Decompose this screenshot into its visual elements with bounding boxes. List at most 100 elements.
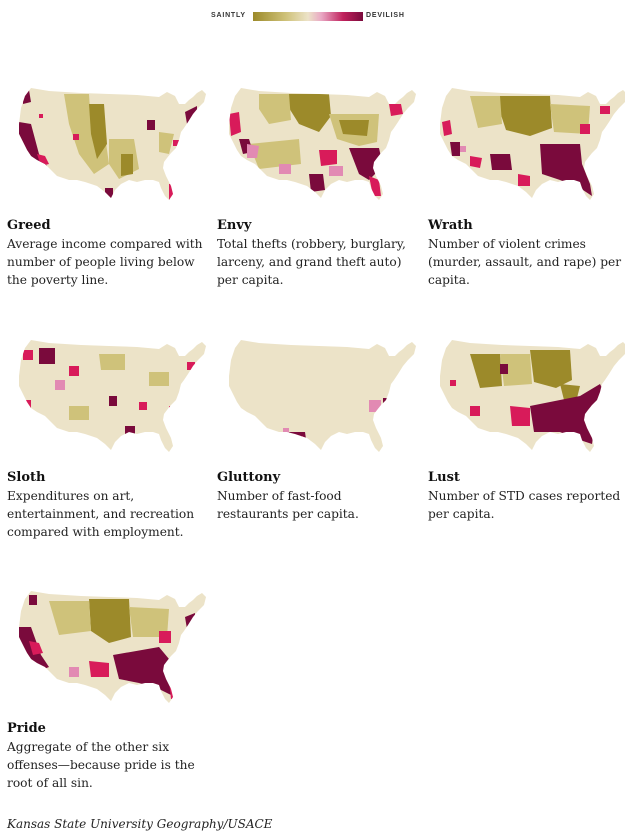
- wrath-region-5: [470, 156, 482, 168]
- sloth-region-2: [55, 380, 65, 390]
- lust-region-1: [530, 350, 572, 388]
- lust-region-2: [500, 354, 532, 386]
- desc-line: offenses—because pride is the: [7, 758, 195, 772]
- legend: SAINTLY DEVILISH: [0, 10, 625, 24]
- desc-line: Number of fast-food: [217, 489, 342, 503]
- desc-line: Number of STD cases reported: [428, 489, 621, 503]
- pride-region-6: [89, 661, 109, 677]
- sloth-region-3: [69, 366, 79, 376]
- lust-region-6: [500, 364, 508, 374]
- wrath-region-0: [500, 96, 552, 136]
- map-panel-pride: Pride Aggregate of the other six offense…: [7, 581, 212, 790]
- map-panel-sloth: Sloth Expenditures on art, entertainment…: [7, 330, 212, 539]
- greed-region-8: [39, 114, 43, 118]
- desc-line: compared with employment.: [7, 525, 184, 539]
- wrath-region-2: [470, 96, 502, 128]
- sloth-region-4: [23, 400, 31, 408]
- sloth-region-6: [139, 402, 147, 410]
- desc-line: root of all sin.: [7, 776, 93, 790]
- desc-line: Expenditures on art,: [7, 489, 135, 503]
- map-title-sloth: Sloth: [7, 470, 46, 485]
- map-title-lust: Lust: [428, 470, 460, 485]
- pride-region-4: [29, 641, 43, 655]
- desc-line: Average income compared with: [7, 237, 203, 251]
- gluttony-region-4: [283, 428, 289, 434]
- envy-region-4: [249, 139, 301, 169]
- wrath-region-4: [490, 154, 512, 170]
- sloth-region-9: [187, 362, 195, 370]
- sloth-region-5: [109, 396, 117, 406]
- lust-region-0: [470, 354, 502, 388]
- legend-high-label: DEVILISH: [366, 12, 405, 19]
- lust-region-8: [450, 380, 456, 386]
- sloth-region-12: [69, 406, 89, 420]
- envy-region-14: [329, 166, 343, 176]
- wrath-region-8: [518, 174, 530, 186]
- sloth-region-8: [169, 406, 175, 416]
- envy-map-group: [229, 88, 416, 200]
- gluttony-us-outline: [229, 340, 416, 452]
- wrath-region-9: [580, 124, 590, 134]
- greed-region-9: [147, 120, 155, 130]
- map-description-greed: Average income compared with number of p…: [7, 235, 212, 289]
- pride-region-1: [49, 601, 91, 635]
- desc-line: number of people living below: [7, 255, 195, 269]
- lust-map-group: [440, 340, 625, 452]
- pride-region-0: [89, 599, 131, 643]
- lust-region-7: [470, 406, 480, 416]
- desc-line: per capita.: [217, 273, 284, 287]
- greed-region-1: [89, 104, 107, 159]
- pride-us-map: [19, 591, 206, 703]
- pride-region-10: [29, 595, 37, 605]
- map-panel-gluttony: Gluttony Number of fast-food restaurants…: [217, 330, 422, 521]
- envy-region-3: [339, 120, 369, 136]
- desc-line: Aggregate of the other six: [7, 740, 170, 754]
- source-credit: Kansas State University Geography/USACE: [7, 817, 273, 831]
- desc-line: entertainment, and recreation: [7, 507, 195, 521]
- envy-us-map: [229, 88, 416, 200]
- desc-line: restaurants per capita.: [217, 507, 359, 521]
- pride-region-7: [159, 631, 171, 643]
- pride-region-2: [129, 607, 169, 637]
- envy-region-8: [349, 148, 383, 180]
- map-description-wrath: Number of violent crimes (murder, assaul…: [428, 235, 625, 289]
- greed-us-map: [19, 88, 206, 200]
- greed-map-group: [19, 88, 206, 200]
- desc-line: the poverty line.: [7, 273, 109, 287]
- wrath-region-10: [460, 146, 466, 152]
- lust-us-map: [440, 340, 625, 452]
- gluttony-region-0: [289, 432, 307, 448]
- envy-region-0: [289, 94, 331, 132]
- desc-line: Number of violent crimes: [428, 237, 586, 251]
- greed-region-4: [159, 132, 174, 154]
- wrath-region-11: [600, 106, 610, 114]
- sloth-region-10: [99, 354, 125, 370]
- map-title-gluttony: Gluttony: [217, 470, 281, 485]
- desc-line: capita.: [428, 273, 470, 287]
- envy-region-9: [319, 150, 337, 166]
- gluttony-region-3: [383, 398, 391, 410]
- gluttony-us-map: [229, 340, 416, 452]
- gluttony-region-1: [293, 436, 303, 444]
- envy-region-1: [259, 94, 291, 124]
- map-description-envy: Total thefts (robbery, burglary, larceny…: [217, 235, 422, 289]
- lust-region-5: [510, 406, 530, 426]
- envy-region-7: [247, 144, 259, 158]
- greed-region-12: [105, 188, 113, 198]
- map-title-wrath: Wrath: [428, 218, 473, 233]
- map-panel-wrath: Wrath Number of violent crimes (murder, …: [428, 78, 625, 287]
- gluttony-map-group: [229, 340, 416, 452]
- wrath-region-7: [450, 142, 460, 156]
- envy-region-12: [279, 164, 291, 174]
- sloth-map-group: [19, 340, 206, 452]
- map-title-greed: Greed: [7, 218, 51, 233]
- envy-region-5: [229, 112, 241, 136]
- map-panel-envy: Envy Total thefts (robbery, burglary, la…: [217, 78, 422, 287]
- map-description-lust: Number of STD cases reported per capita.: [428, 487, 625, 523]
- map-description-pride: Aggregate of the other six offenses—beca…: [7, 738, 212, 792]
- greed-region-14: [173, 140, 179, 146]
- gluttony-region-2: [369, 400, 381, 412]
- sloth-region-1: [23, 350, 33, 360]
- legend-low-label: SAINTLY: [211, 12, 246, 19]
- map-panel-lust: Lust Number of STD cases reported per ca…: [428, 330, 625, 521]
